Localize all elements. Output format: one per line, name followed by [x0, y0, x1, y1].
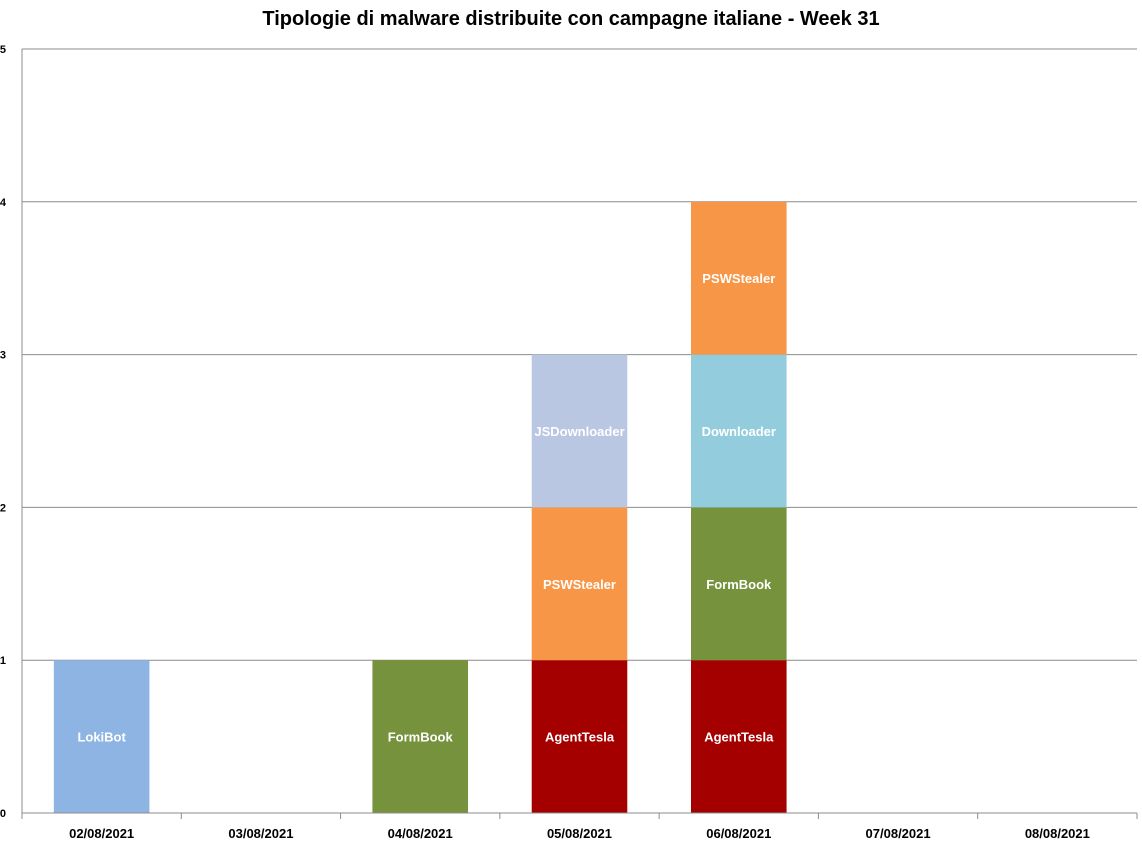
- bar-segment-lokibot: [53, 660, 150, 813]
- data-label: FormBook: [388, 730, 454, 745]
- axes: [21, 49, 1138, 819]
- data-label: PSWStealer: [543, 577, 616, 592]
- data-label: Downloader: [702, 424, 776, 439]
- x-tick-label: 02/08/2021: [69, 826, 134, 841]
- x-axis-ticks: 02/08/2021 03/08/2021 04/08/2021 05/08/2021…: [69, 826, 1090, 841]
- bar-segment-downloader: [691, 354, 787, 508]
- y-tick-label: 0: [0, 808, 6, 820]
- x-tick-label: 03/08/2021: [228, 826, 293, 841]
- x-tick-label: 04/08/2021: [388, 826, 453, 841]
- y-tick-label: 2: [0, 502, 6, 514]
- bar-segment-pswstealer: [691, 201, 787, 355]
- data-label: AgentTesla: [704, 730, 774, 745]
- data-label: LokiBot: [77, 730, 126, 745]
- data-label: AgentTesla: [545, 730, 615, 745]
- x-tick-label: 07/08/2021: [866, 826, 931, 841]
- y-tick-label: 1: [0, 655, 6, 667]
- bar-segment-formbook: [372, 660, 468, 813]
- bar-segment-agenttesla: [691, 660, 787, 813]
- y-axis-ticks: 0 1 2 3 4 5: [0, 44, 7, 820]
- x-tick-label: 05/08/2021: [547, 826, 612, 841]
- bar-segment-jsdownloader: [531, 354, 628, 508]
- data-label: JSDownloader: [534, 424, 624, 439]
- data-label: FormBook: [706, 577, 772, 592]
- y-tick-label: 5: [0, 44, 6, 56]
- bar-segment-pswstealer: [531, 507, 628, 661]
- y-tick-label: 4: [0, 197, 7, 209]
- bars: LokiBot FormBook AgentTesla PSWStealer JSDow…: [53, 201, 787, 813]
- x-tick-label: 08/08/2021: [1025, 826, 1090, 841]
- data-label: PSWStealer: [702, 271, 775, 286]
- chart-title: Tipologie di malware distribuite con cam…: [262, 8, 879, 30]
- bar-segment-formbook: [691, 507, 787, 661]
- y-tick-label: 3: [0, 350, 6, 362]
- bar-segment-agenttesla: [531, 660, 628, 813]
- x-tick-label: 06/08/2021: [706, 826, 771, 841]
